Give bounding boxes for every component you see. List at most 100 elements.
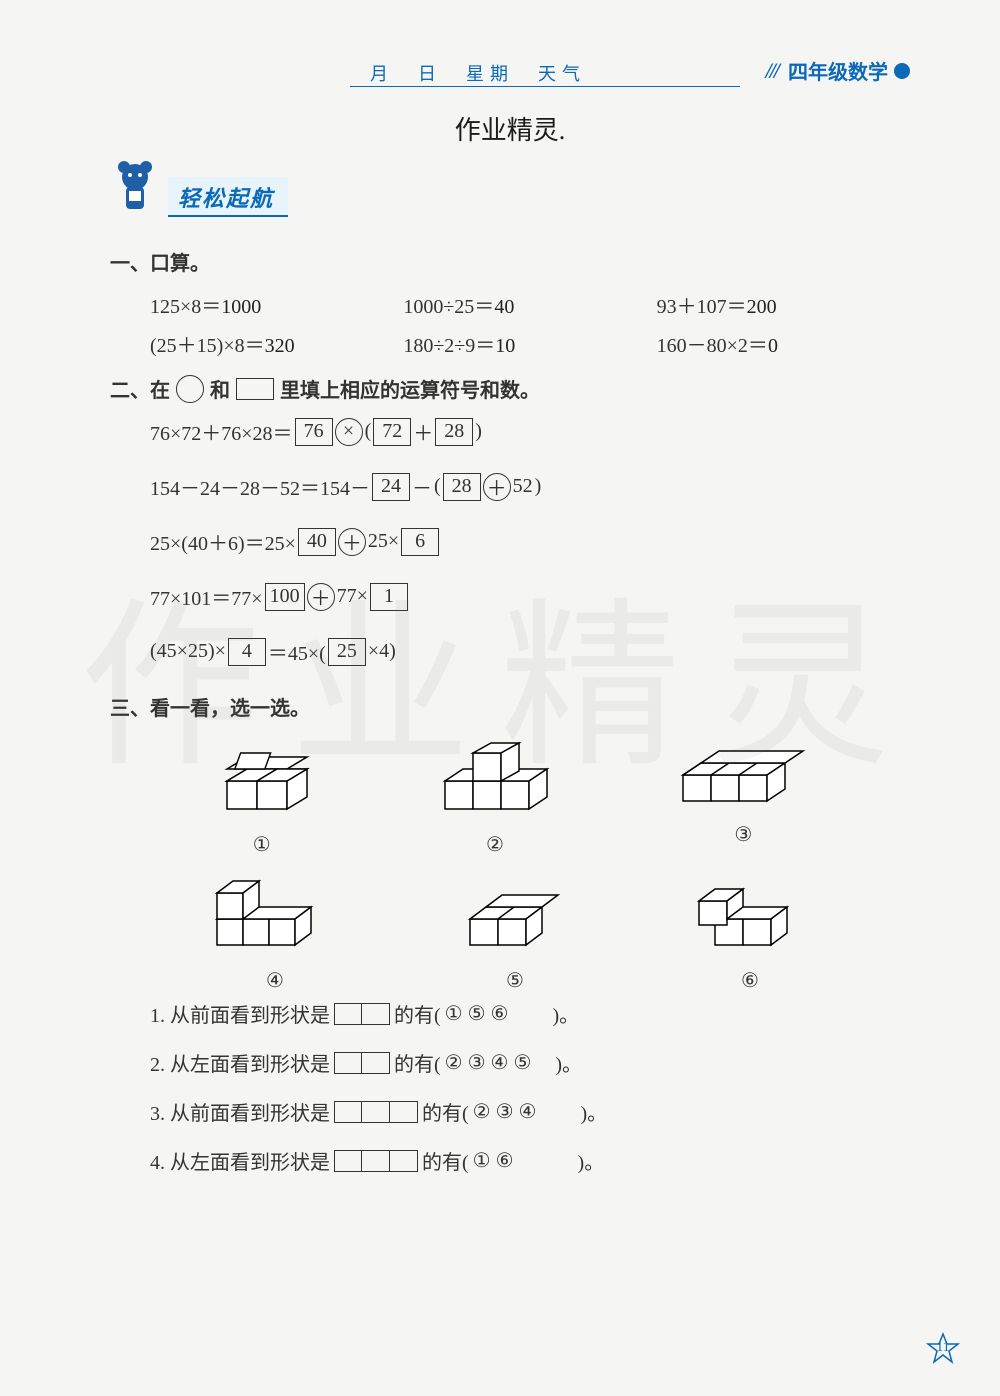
handwritten-top: 作业精灵. [110, 110, 910, 147]
q-post: 的有( [394, 999, 441, 1028]
cube-shape-icon [207, 741, 317, 821]
cube-fig-2: ② [430, 741, 560, 857]
prefix: 25×(40＋6)＝25× [150, 527, 296, 556]
section-banner: 轻松起航 [110, 157, 910, 217]
fill-box: 76 [295, 418, 333, 446]
prefix: 76×72＋76×28＝ [150, 417, 293, 446]
shape-3-squares-icon [334, 1150, 418, 1172]
expr: 93＋107＝ [657, 296, 747, 318]
page-number: 11 [926, 1340, 960, 1356]
expr: 180÷2÷9＝ [403, 335, 495, 357]
paren: ( [434, 475, 441, 498]
heading-pre: 二、在 [110, 374, 170, 403]
fill-circle: ＋ [338, 528, 366, 556]
mental-row-1: 125×8＝1000 1000÷25＝40 93＋107＝200 [150, 290, 910, 319]
view-q-1: 1. 从前面看到形状是 的有( ① ⑤ ⑥ )。 [150, 999, 910, 1028]
q-post: 的有( [422, 1146, 469, 1175]
cube-shape-icon [205, 877, 345, 957]
num: 52 [513, 475, 533, 498]
prefix: 77×101＝77× [150, 582, 263, 611]
circle-placeholder-icon [176, 375, 204, 403]
q-post: 的有( [394, 1048, 441, 1077]
heading-post: 里填上相应的运算符号和数。 [280, 374, 540, 403]
q-answer: ① ⑤ ⑥ [445, 1001, 509, 1026]
fill-box: 72 [373, 418, 411, 446]
q-pre: 4. 从左面看到形状是 [150, 1146, 330, 1175]
expr: 160－80×2＝ [657, 335, 768, 357]
mid: ＝45×( [268, 637, 326, 666]
cube-label: ③ [673, 822, 813, 847]
answer: 0 [768, 335, 778, 357]
fill-line-3: 25×(40＋6)＝25× 40 ＋ 25× 6 [150, 527, 910, 556]
dot-icon [894, 63, 910, 79]
header-rule [350, 86, 740, 87]
mid: 77× [337, 585, 368, 608]
expr: (25＋15)×8＝ [150, 335, 265, 357]
cube-shape-icon [673, 741, 813, 811]
prefix: 154－24－28－52＝154－ [150, 472, 370, 501]
expr: 125×8＝ [150, 296, 221, 318]
q-answer: ① ⑥ [473, 1148, 514, 1173]
fill-circle: × [335, 418, 363, 446]
page-number-star: 11 [926, 1332, 960, 1366]
slashes-icon: /// [766, 58, 778, 84]
cubes-row-2: ④ ⑤ [150, 877, 870, 993]
q-answer: ② ③ ④ [473, 1099, 537, 1124]
view-q-4: 4. 从左面看到形状是 的有( ① ⑥ )。 [150, 1146, 910, 1175]
cube-label: ② [430, 832, 560, 857]
cube-fig-1: ① [207, 741, 317, 857]
answer: 320 [265, 335, 295, 357]
cube-shape-icon [685, 877, 815, 957]
q-close: )。 [552, 999, 579, 1028]
cube-shape-icon [455, 877, 575, 957]
fill-box: 1 [370, 583, 408, 611]
answer: 10 [495, 335, 515, 357]
fill-line-4: 77×101＝77× 100 ＋ 77× 1 [150, 582, 910, 611]
header-title: 四年级数学 [788, 56, 888, 85]
fill-line-5: (45×25)× 4 ＝45×( 25 ×4) [150, 637, 910, 666]
cubes-row-1: ① ② [150, 741, 870, 857]
cube-label: ⑤ [455, 968, 575, 993]
fill-box: 6 [401, 528, 439, 556]
cube-fig-3: ③ [673, 741, 813, 857]
q-pre: 1. 从前面看到形状是 [150, 999, 330, 1028]
cube-fig-4: ④ [205, 877, 345, 993]
shape-3-squares-icon [334, 1101, 418, 1123]
minus: － [412, 472, 432, 501]
fill-box: 25 [328, 638, 366, 666]
mental-row-2: (25＋15)×8＝320 180÷2÷9＝10 160－80×2＝0 [150, 329, 910, 358]
q-close: )。 [578, 1146, 605, 1175]
paren: ) [475, 420, 482, 443]
section3-heading: 三、看一看，选一选。 [110, 692, 910, 721]
cube-fig-6: ⑥ [685, 877, 815, 993]
fill-circle: ＋ [307, 583, 335, 611]
fill-line-1: 76×72＋76×28＝ 76 × ( 72 ＋ 28 ) [150, 417, 910, 446]
answer: 200 [747, 296, 777, 318]
fill-box: 28 [435, 418, 473, 446]
paren: ( [365, 420, 372, 443]
header-date-fields: 月 日 星期 天气 [370, 60, 586, 86]
box-placeholder-icon [236, 378, 274, 400]
plus: ＋ [413, 417, 433, 446]
cube-fig-5: ⑤ [455, 877, 575, 993]
view-q-3: 3. 从前面看到形状是 的有( ② ③ ④ )。 [150, 1097, 910, 1126]
header-title-group: /// 四年级数学 [766, 56, 910, 85]
q-pre: 3. 从前面看到形状是 [150, 1097, 330, 1126]
page-header: 月 日 星期 天气 /// 四年级数学 [110, 60, 910, 90]
paren: ) [535, 475, 542, 498]
answer: 1000 [221, 296, 261, 318]
page: 月 日 星期 天气 /// 四年级数学 作业精灵. 轻松起航 一、口算。 125… [0, 0, 1000, 1396]
fill-box: 4 [228, 638, 266, 666]
section2-heading: 二、在 和 里填上相应的运算符号和数。 [110, 374, 910, 403]
banner-label: 轻松起航 [168, 177, 288, 217]
cube-shape-icon [430, 741, 560, 821]
expr: 1000÷25＝ [403, 296, 494, 318]
fill-line-2: 154－24－28－52＝154－ 24 － ( 28 ＋ 52 ) [150, 472, 910, 501]
cube-label: ① [207, 832, 317, 857]
fill-box: 28 [443, 473, 481, 501]
shape-2-squares-icon [334, 1003, 390, 1025]
prefix: (45×25)× [150, 640, 226, 663]
q-answer: ② ③ ④ ⑤ [445, 1050, 532, 1075]
cube-label: ④ [205, 968, 345, 993]
q-post: 的有( [422, 1097, 469, 1126]
